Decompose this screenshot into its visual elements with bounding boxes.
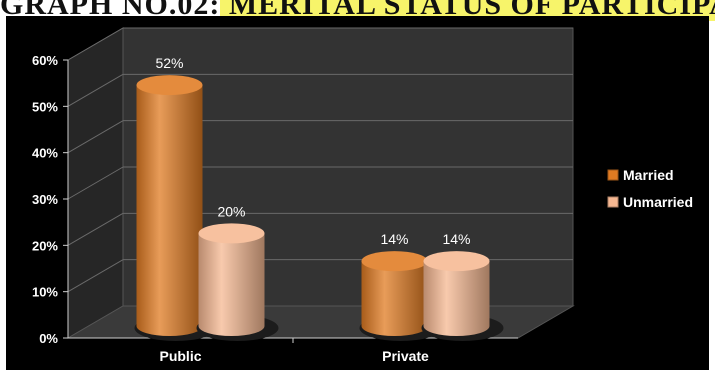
legend-label: Married (623, 167, 674, 183)
bar (423, 261, 490, 337)
x-tick-label: Private (382, 348, 429, 364)
bar (361, 261, 428, 337)
y-tick-label: 50% (32, 99, 58, 114)
chart-title-prefix: GRAPH NO.02: (0, 0, 221, 21)
gridline-side (67, 27, 124, 61)
data-label: 14% (380, 231, 408, 247)
gridline-side (67, 166, 124, 200)
data-label: 14% (442, 231, 470, 247)
y-tick-label: 10% (32, 285, 58, 300)
chart-title: GRAPH NO.02: MERITAL STATUS OF PARTICIPA… (0, 0, 715, 22)
gridline-side (67, 120, 124, 154)
gridline-side (67, 212, 124, 246)
chart-title-highlight: MERITAL STATUS OF PARTICIPANTS (220, 0, 715, 21)
bar-top (198, 223, 265, 244)
bar-top (136, 75, 203, 96)
y-tick-label: 30% (32, 192, 58, 207)
bar-top (361, 251, 428, 272)
legend-label: Unmarried (623, 194, 693, 210)
y-tick-label: 0% (39, 331, 58, 346)
bar (136, 85, 203, 337)
legend-swatch (607, 169, 619, 181)
x-tick-label: Public (159, 348, 201, 364)
data-label: 20% (217, 203, 245, 219)
y-tick-label: 40% (32, 146, 58, 161)
bar (198, 233, 265, 337)
data-label: 52% (155, 55, 183, 71)
bar-top (423, 251, 490, 272)
gridline-side (67, 259, 124, 293)
legend-swatch (607, 196, 619, 208)
y-tick-label: 20% (32, 238, 58, 253)
y-tick-label: 60% (32, 53, 58, 68)
gridline-side (67, 73, 124, 107)
